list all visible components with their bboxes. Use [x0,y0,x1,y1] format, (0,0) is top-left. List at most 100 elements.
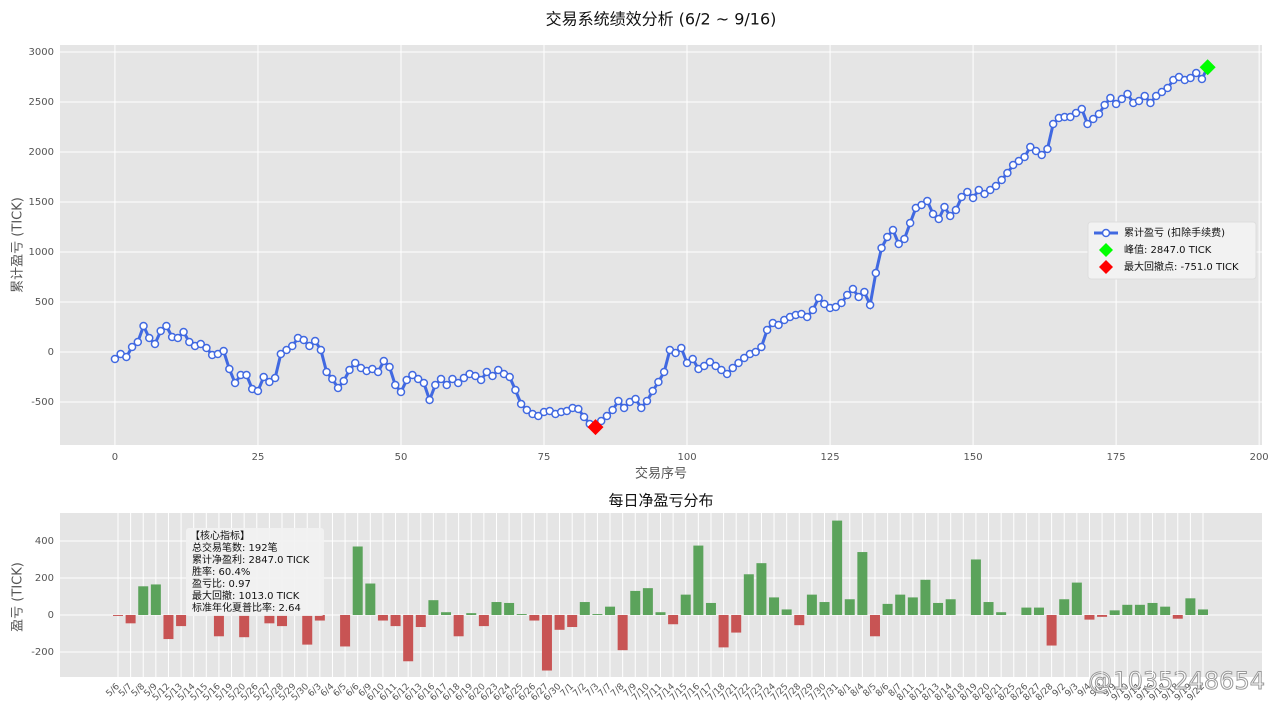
data-point [1043,144,1052,154]
data-point [980,189,989,199]
bar [113,614,123,616]
bar [996,612,1007,615]
bar [743,574,754,615]
x-tick-label: 175 [1107,452,1126,463]
y-axis-label: 累计盈亏 (TICK) [11,197,26,293]
data-point [299,335,308,345]
data-point [1191,68,1201,78]
data-point [345,365,354,375]
y-tick-label: -200 [31,647,54,658]
data-point [1026,142,1035,152]
data-point [202,343,211,353]
data-point [288,341,297,351]
x-tick-label: 150 [964,452,983,463]
data-point [373,367,383,377]
data-point [837,298,846,308]
data-point [905,218,915,228]
y-tick-label: 2000 [29,147,54,158]
data-point [705,357,715,367]
bar [352,546,363,615]
bar [680,594,691,615]
data-point [1048,119,1058,129]
bar [983,602,994,615]
bar [970,559,981,615]
data-point [127,342,137,352]
data-point [139,321,148,331]
data-point [734,358,743,368]
data-point [453,378,463,388]
bar [213,614,224,637]
data-point [122,352,131,362]
data-point [728,363,738,373]
bar [756,563,767,615]
bar [1071,582,1082,615]
bar [1134,604,1145,615]
data-point [133,337,143,347]
data-point [150,339,160,349]
bar [163,614,174,640]
data-point [699,361,709,371]
data-point [144,333,154,343]
data-point [488,371,497,381]
data-point [505,372,514,382]
data-point [162,321,171,331]
data-point [711,361,720,371]
bar [1198,609,1208,615]
data-point [802,312,812,322]
bar [592,614,603,615]
data-point [230,378,240,388]
data-point [865,300,875,310]
bar [340,614,351,647]
data-point [659,367,669,377]
data-point [871,268,881,278]
data-point [316,345,326,355]
y-axis-label: 盈亏 (TICK) [11,562,26,632]
data-point [1117,94,1127,104]
text-box-line: 胜率: 60.4% [192,565,250,578]
bar [844,599,855,615]
text-box-line: 最大回撤: 1013.0 TICK [192,589,300,602]
data-point [900,234,909,244]
data-point [923,196,932,206]
data-point [402,375,411,385]
y-tick-label: -500 [31,397,54,408]
bar [466,613,477,615]
data-point [688,354,698,364]
data-point [888,225,898,235]
bar [1046,614,1057,646]
data-point [642,396,652,406]
data-point [1094,109,1104,119]
marker [587,419,604,436]
data-point [1071,108,1081,118]
x-axis-label: 交易序号 [635,466,687,482]
bar [1033,607,1044,615]
bar [869,614,880,637]
bar [642,588,653,615]
bar [314,614,325,621]
data-point [225,364,234,374]
data-point [1157,87,1167,97]
data-point [534,411,543,421]
data-point [110,354,120,364]
data-point [339,376,349,386]
bar [478,614,489,627]
data-point [196,339,205,349]
bar [781,609,792,615]
data-point [179,327,188,337]
x-tick-label: 25 [252,452,265,463]
text-box-line: 标准年化夏普比率: 2.64 [192,601,301,614]
data-point [379,356,389,366]
y-tick-label: 200 [35,573,54,584]
data-point [322,367,331,377]
bar [415,614,426,628]
data-point [173,333,183,343]
data-point [762,325,772,335]
bar [377,614,388,621]
x-tick-label: 125 [821,452,840,463]
data-point [516,399,526,409]
bar [365,583,376,615]
data-point [579,412,589,422]
data-point [1008,160,1018,170]
bar [769,597,780,615]
text-box-line: 总交易笔数: 192笔 [192,541,278,554]
